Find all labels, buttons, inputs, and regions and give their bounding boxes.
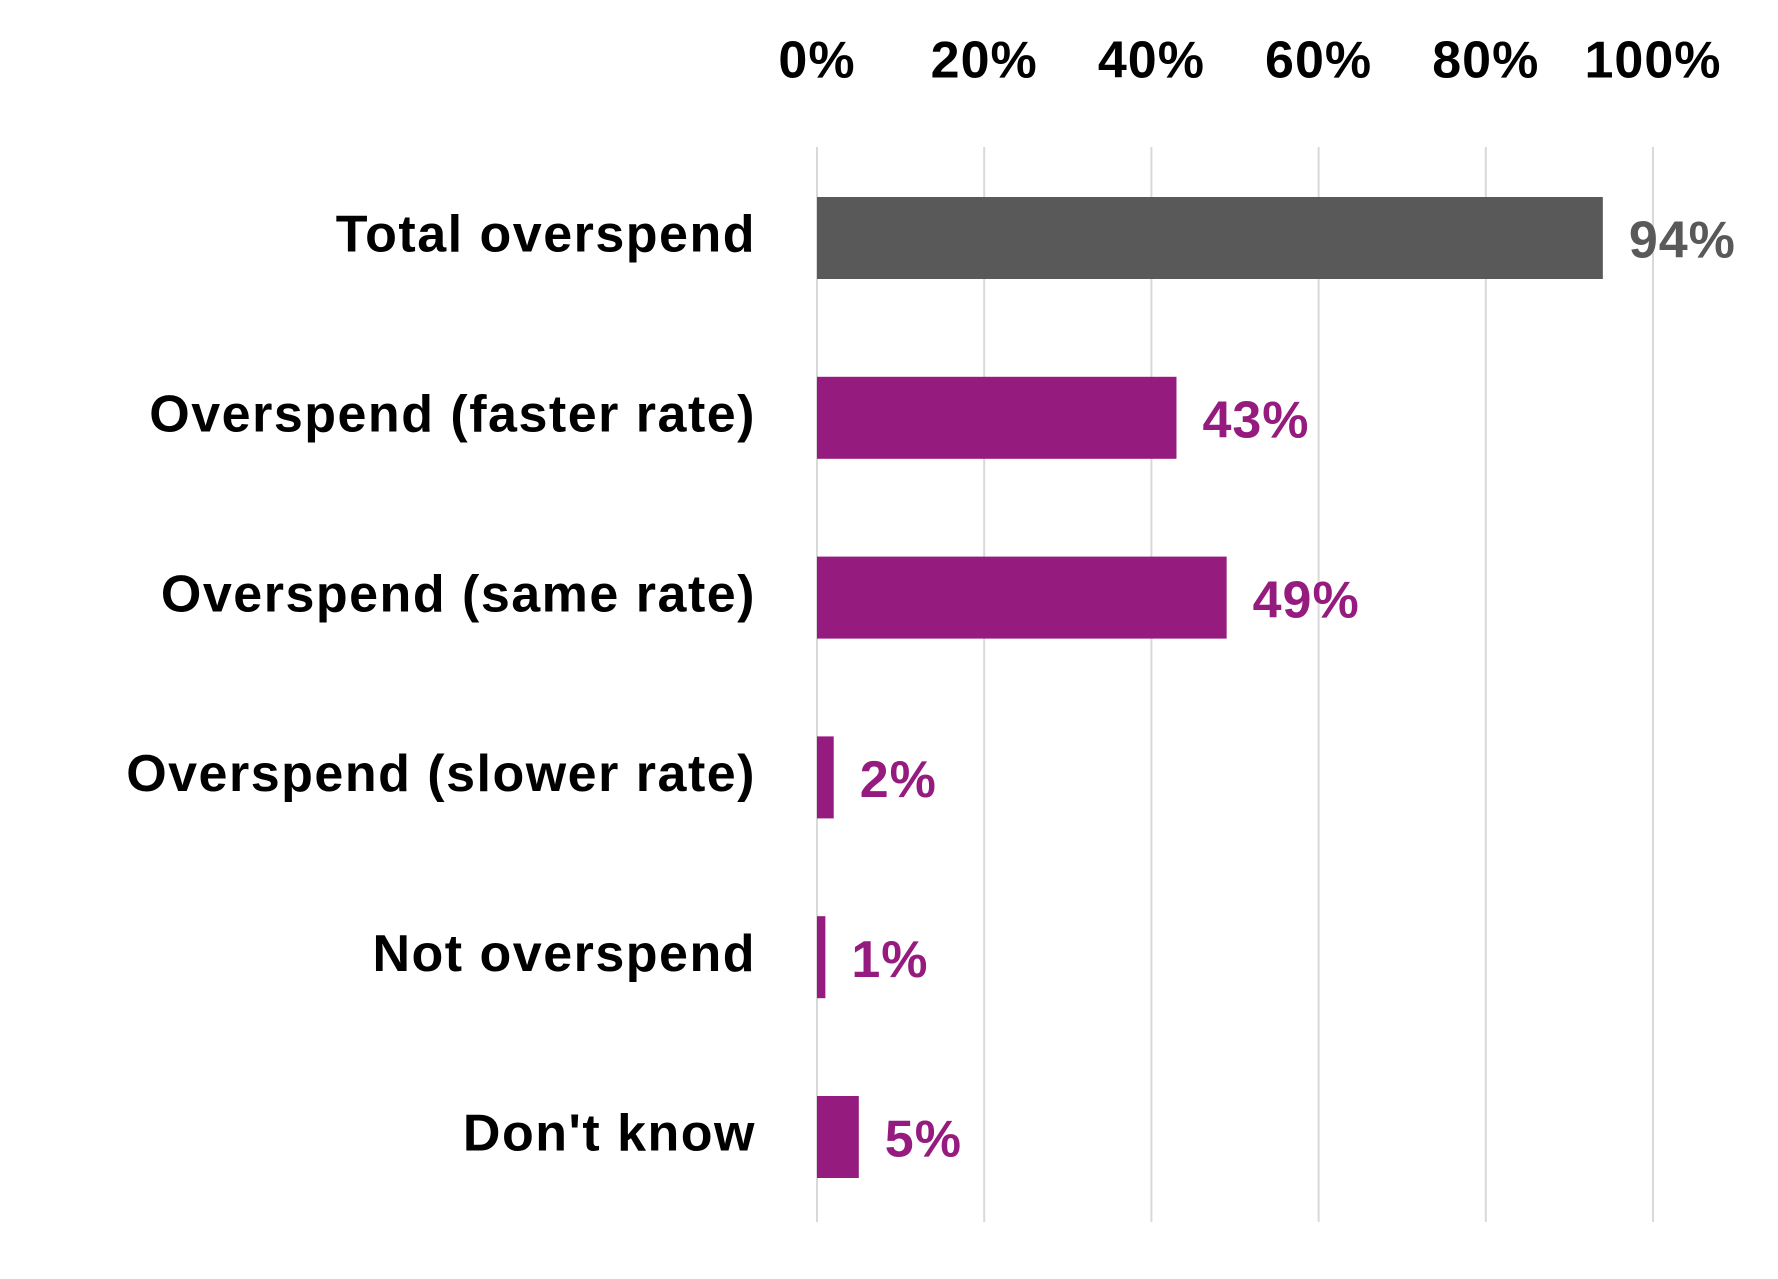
- bar: [817, 556, 1227, 639]
- x-tick-label: 40%: [1098, 32, 1205, 90]
- value-label: 5%: [885, 1111, 962, 1169]
- category-label: Not overspend: [372, 925, 756, 983]
- bar: [817, 916, 826, 999]
- value-label: 43%: [1202, 392, 1309, 450]
- bar: [817, 376, 1177, 459]
- x-tick-label: 0%: [778, 32, 855, 90]
- value-label: 2%: [860, 751, 937, 809]
- x-tick-label: 80%: [1432, 32, 1539, 90]
- category-label: Don't know: [463, 1105, 756, 1163]
- bar: [817, 1096, 859, 1178]
- value-label: 94%: [1629, 212, 1736, 270]
- category-label: Overspend (slower rate): [126, 745, 756, 803]
- category-label: Overspend (faster rate): [149, 386, 756, 444]
- value-label: 1%: [851, 931, 928, 989]
- bar: [817, 736, 834, 819]
- x-tick-label: 60%: [1265, 32, 1372, 90]
- category-label: Overspend (same rate): [161, 565, 756, 623]
- x-tick-label: 20%: [931, 32, 1038, 90]
- x-tick-label: 100%: [1585, 32, 1722, 90]
- bar: [817, 197, 1603, 279]
- category-label: Total overspend: [336, 206, 756, 264]
- value-label: 49%: [1253, 571, 1360, 629]
